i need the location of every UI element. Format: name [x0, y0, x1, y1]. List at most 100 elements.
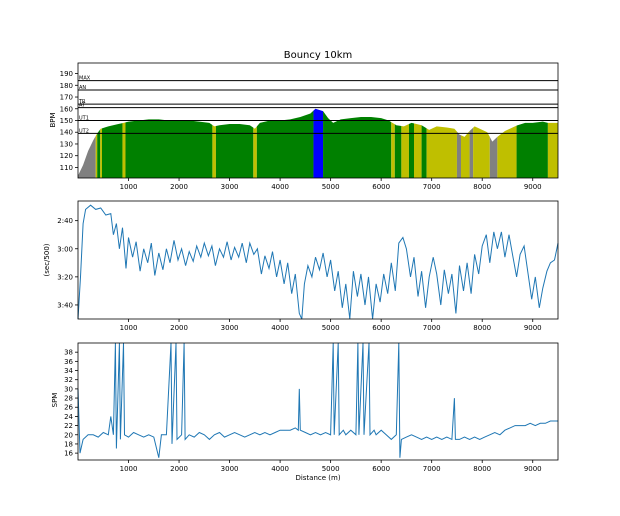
y-tick-label: 20 — [64, 431, 73, 439]
hr-zone-segment-yellow — [497, 125, 517, 178]
spm-x-axis: 1000 2000 3000 4000 5000 6000 7000 8000 9000 — [120, 460, 542, 473]
hr-zone-segment-yellow — [414, 123, 422, 178]
x-tick-label: 4000 — [271, 183, 289, 191]
hr-zone-segment-yellow — [460, 131, 470, 178]
x-tick-label: 7000 — [423, 465, 441, 473]
y-tick-label: 22 — [64, 422, 73, 430]
y-tick-label: 170 — [60, 94, 73, 102]
hr-zone-segment-green — [102, 123, 123, 178]
hr-zone-segment-green — [97, 129, 101, 178]
x-tick-label: 6000 — [372, 465, 390, 473]
y-tick-label: 16 — [64, 450, 73, 458]
x-tick-label: 1000 — [120, 324, 138, 332]
y-tick-label: 36 — [64, 358, 73, 366]
hr-zone-segment-gray — [456, 131, 461, 178]
x-tick-label: 5000 — [322, 183, 340, 191]
hr-zone-segment-yellow — [401, 124, 409, 178]
spm-axes-frame — [77, 342, 559, 461]
x-tick-label: 9000 — [524, 183, 542, 191]
y-tick-label: 3:40 — [57, 301, 73, 309]
hr-zone-label: TR — [78, 99, 86, 105]
y-tick-label: 24 — [64, 413, 73, 421]
hr-axes-frame — [77, 62, 559, 179]
hr-zone-segment-yellow — [426, 126, 457, 178]
x-tick-label: 9000 — [524, 324, 542, 332]
spm-xlabel: Distance (m) — [295, 474, 340, 482]
y-tick-label: 32 — [64, 376, 73, 384]
x-tick-label: 4000 — [271, 465, 289, 473]
figure-title: Bouncy 10km — [284, 50, 353, 61]
hr-zone-segment-green — [421, 125, 427, 178]
x-tick-label: 3000 — [221, 324, 239, 332]
pace-y-axis: 2:40 3:00 3:20 3:40 — [57, 217, 78, 309]
hr-zone-segment-blue — [313, 108, 324, 178]
y-tick-label: 140 — [60, 129, 73, 137]
x-tick-label: 5000 — [322, 465, 340, 473]
hr-zone-label: UT1 — [79, 116, 89, 122]
hr-zone-label: AN — [79, 85, 86, 91]
spm-series-line — [77, 342, 558, 458]
hr-zone-segment-green — [408, 122, 414, 178]
hr-zone-segment-yellow — [95, 133, 98, 178]
hr-x-axis: 1000 2000 3000 4000 5000 6000 7000 8000 9000 — [120, 178, 542, 191]
panel-spm: 1000 2000 3000 4000 5000 6000 7000 8000 9000 16 1… — [51, 342, 559, 482]
hr-zone-segment-green — [256, 110, 314, 178]
hr-zone-segment-green — [516, 121, 548, 178]
x-tick-label: 9000 — [524, 465, 542, 473]
x-tick-label: 3000 — [221, 183, 239, 191]
x-tick-label: 6000 — [372, 183, 390, 191]
hr-zone-segment-gray — [469, 127, 474, 178]
hr-ylabel: BPM — [49, 112, 57, 127]
hr-zone-segments — [78, 108, 558, 178]
x-tick-label: 8000 — [473, 324, 491, 332]
x-tick-label: 8000 — [473, 465, 491, 473]
pace-ylabel: (sec/500) — [43, 243, 51, 276]
hr-zone-segment-green — [125, 119, 213, 178]
y-tick-label: 3:20 — [57, 273, 73, 281]
y-tick-label: 30 — [64, 385, 73, 393]
y-tick-label: 120 — [60, 152, 73, 160]
x-tick-label: 4000 — [271, 324, 289, 332]
x-tick-label: 1000 — [120, 465, 138, 473]
y-tick-label: 3:00 — [57, 245, 73, 253]
hr-zone-segment-green — [323, 111, 392, 178]
x-tick-label: 2000 — [170, 324, 188, 332]
panel-pace: 1000 2000 3000 4000 5000 6000 7000 8000 9000 2:4… — [43, 200, 559, 332]
y-tick-label: 28 — [64, 395, 73, 403]
y-tick-label: 190 — [60, 70, 73, 78]
y-tick-label: 160 — [60, 105, 73, 113]
y-tick-label: 18 — [64, 440, 73, 448]
x-tick-label: 2000 — [170, 183, 188, 191]
x-tick-label: 7000 — [423, 324, 441, 332]
hr-zone-segment-yellow — [253, 126, 257, 178]
hr-zone-segment-green — [215, 124, 254, 178]
y-tick-label: 130 — [60, 140, 73, 148]
hr-y-axis: 110 120 130 140 150 160 170 180 190 — [60, 70, 78, 172]
hr-zone-label: UT2 — [79, 128, 89, 134]
y-tick-label: 2:40 — [57, 217, 73, 225]
x-tick-label: 5000 — [322, 324, 340, 332]
x-tick-label: 2000 — [170, 465, 188, 473]
hr-zone-segment-gray — [489, 136, 498, 178]
x-tick-label: 6000 — [372, 324, 390, 332]
x-tick-label: 1000 — [120, 183, 138, 191]
x-tick-label: 3000 — [221, 465, 239, 473]
hr-zone-segment-yellow — [100, 128, 102, 178]
spm-ylabel: SPM — [51, 393, 59, 408]
x-tick-label: 7000 — [423, 183, 441, 191]
hr-zone-segment-yellow — [212, 124, 216, 178]
y-tick-label: 34 — [64, 367, 73, 375]
pace-x-axis: 1000 2000 3000 4000 5000 6000 7000 8000 9000 — [120, 319, 542, 332]
y-tick-label: 38 — [64, 349, 73, 357]
hr-zone-segment-yellow — [391, 122, 395, 178]
hr-zone-segment-green — [394, 124, 402, 178]
y-tick-label: 110 — [60, 164, 73, 172]
hr-zone-segment-gray — [78, 136, 96, 178]
pace-series-line — [77, 204, 559, 320]
y-tick-label: 150 — [60, 117, 73, 125]
x-tick-label: 8000 — [473, 183, 491, 191]
